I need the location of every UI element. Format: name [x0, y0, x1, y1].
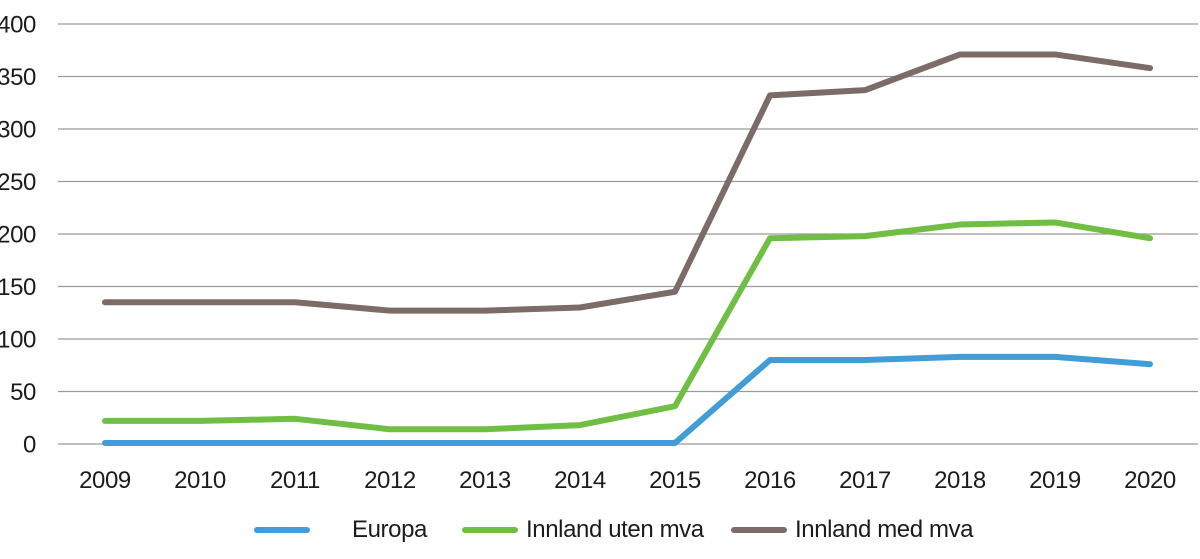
x-tick-label-2010: 2010	[174, 467, 226, 494]
legend-item-innland-uten-mva: Innland uten mva	[462, 507, 704, 553]
legend-label-innland-med-mva: Innland med mva	[795, 516, 974, 543]
x-tick-label-2019: 2019	[1029, 467, 1081, 494]
y-tick-label-350: 350	[0, 64, 36, 91]
data-line-europa	[102, 353, 1153, 446]
legend-item-innland-med-mva: Innland med mva	[731, 507, 974, 553]
x-tick-label-2013: 2013	[459, 467, 511, 494]
legend-label-europa: Europa	[352, 516, 427, 543]
x-tick-label-2020: 2020	[1124, 467, 1176, 494]
x-tick-label-2012: 2012	[364, 467, 416, 494]
x-tick-label-2009: 2009	[79, 467, 131, 494]
y-tick-label-300: 300	[0, 117, 36, 144]
legend-swatch-europa	[254, 527, 310, 533]
x-tick-label-2011: 2011	[270, 467, 320, 494]
x-tick-label-2017: 2017	[839, 467, 891, 494]
legend-swatch-innland-med-mva	[731, 527, 787, 533]
y-tick-label-250: 250	[0, 169, 36, 196]
legend-item-europa: Europa	[254, 507, 427, 553]
plot-area: 0 50 100 150 200 250 300 350 400 2009 2010 2011 2012…	[0, 12, 1198, 494]
x-tick-label-2018: 2018	[934, 467, 986, 494]
y-tick-label-100: 100	[0, 327, 36, 354]
y-tick-label-0: 0	[23, 432, 36, 459]
data-line-innland-med-mva	[102, 51, 1153, 314]
legend-swatch-innland-uten-mva	[462, 527, 518, 533]
y-tick-label-400: 400	[0, 12, 36, 39]
y-tick-label-200: 200	[0, 222, 36, 249]
x-tick-label-2014: 2014	[554, 467, 606, 494]
y-tick-label-50: 50	[10, 379, 36, 406]
y-tick-label-150: 150	[0, 274, 36, 301]
data-line-innland-uten-mva	[102, 219, 1153, 433]
chart-legend: Europa Innland uten mva Innland med mva	[0, 507, 1200, 553]
legend-label-innland-uten-mva: Innland uten mva	[526, 516, 704, 543]
x-tick-label-2016: 2016	[744, 467, 796, 494]
x-tick-label-2015: 2015	[649, 467, 701, 494]
